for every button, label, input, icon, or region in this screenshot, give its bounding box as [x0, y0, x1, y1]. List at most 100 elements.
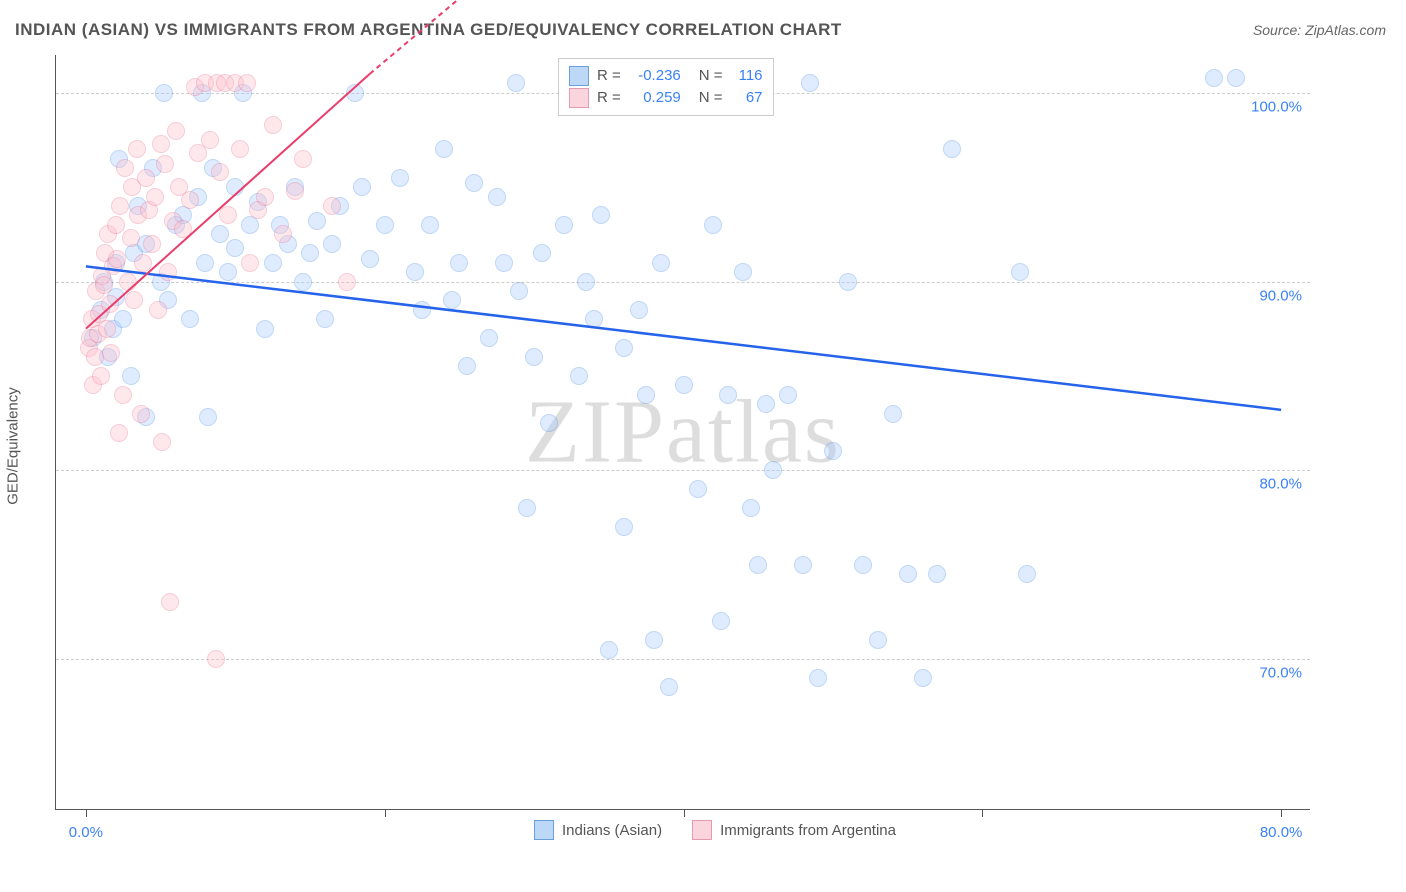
scatter-point	[689, 480, 707, 498]
scatter-point	[361, 250, 379, 268]
plot-region: ZIPatlas 70.0%80.0%90.0%100.0%0.0%80.0%R…	[55, 55, 1310, 810]
scatter-point	[413, 301, 431, 319]
scatter-point	[219, 206, 237, 224]
scatter-point	[435, 140, 453, 158]
scatter-point	[943, 140, 961, 158]
scatter-point	[116, 159, 134, 177]
scatter-point	[161, 593, 179, 611]
x-tick-label: 80.0%	[1260, 824, 1303, 841]
scatter-point	[149, 301, 167, 319]
scatter-point	[869, 631, 887, 649]
scatter-point	[211, 163, 229, 181]
scatter-point	[391, 169, 409, 187]
y-tick-label: 100.0%	[1251, 98, 1302, 115]
scatter-point	[174, 220, 192, 238]
y-tick-label: 70.0%	[1259, 665, 1302, 682]
scatter-point	[167, 122, 185, 140]
scatter-point	[108, 250, 126, 268]
scatter-point	[125, 291, 143, 309]
chart-title: INDIAN (ASIAN) VS IMMIGRANTS FROM ARGENT…	[15, 20, 842, 40]
scatter-point	[114, 386, 132, 404]
scatter-point	[660, 678, 678, 696]
scatter-point	[101, 295, 119, 313]
scatter-point	[146, 188, 164, 206]
bottom-legend: Indians (Asian) Immigrants from Argentina	[534, 820, 896, 840]
source-attribution: Source: ZipAtlas.com	[1253, 22, 1386, 38]
scatter-point	[794, 556, 812, 574]
scatter-point	[316, 310, 334, 328]
x-tick	[385, 809, 386, 817]
x-tick	[1281, 809, 1282, 817]
scatter-point	[301, 244, 319, 262]
x-tick	[86, 809, 87, 817]
scatter-point	[264, 254, 282, 272]
stats-row: R =-0.236N =116	[569, 65, 763, 87]
scatter-point	[899, 565, 917, 583]
scatter-point	[159, 263, 177, 281]
legend-label: Indians (Asian)	[562, 822, 662, 839]
scatter-point	[207, 650, 225, 668]
scatter-point	[480, 329, 498, 347]
scatter-point	[294, 150, 312, 168]
r-value: 0.259	[629, 87, 681, 109]
scatter-point	[226, 178, 244, 196]
y-tick-label: 80.0%	[1259, 476, 1302, 493]
scatter-point	[914, 669, 932, 687]
scatter-point	[734, 263, 752, 281]
scatter-point	[465, 174, 483, 192]
stats-legend: R =-0.236N =116R =0.259N =67	[558, 58, 774, 116]
scatter-point	[226, 239, 244, 257]
scatter-point	[114, 310, 132, 328]
scatter-point	[507, 74, 525, 92]
scatter-point	[119, 273, 137, 291]
scatter-point	[615, 339, 633, 357]
scatter-point	[652, 254, 670, 272]
chart-area: ZIPatlas 70.0%80.0%90.0%100.0%0.0%80.0%R…	[55, 55, 1375, 835]
scatter-point	[122, 367, 140, 385]
scatter-point	[510, 282, 528, 300]
scatter-point	[854, 556, 872, 574]
scatter-point	[231, 140, 249, 158]
scatter-point	[570, 367, 588, 385]
scatter-point	[928, 565, 946, 583]
scatter-point	[839, 273, 857, 291]
scatter-point	[211, 225, 229, 243]
scatter-point	[95, 276, 113, 294]
y-tick-label: 90.0%	[1259, 287, 1302, 304]
scatter-point	[884, 405, 902, 423]
scatter-point	[111, 197, 129, 215]
scatter-point	[764, 461, 782, 479]
scatter-point	[600, 641, 618, 659]
scatter-point	[518, 499, 536, 517]
scatter-point	[153, 433, 171, 451]
scatter-point	[577, 273, 595, 291]
scatter-point	[630, 301, 648, 319]
scatter-point	[585, 310, 603, 328]
scatter-point	[92, 367, 110, 385]
scatter-point	[256, 188, 274, 206]
scatter-point	[241, 254, 259, 272]
scatter-point	[155, 84, 173, 102]
scatter-point	[199, 408, 217, 426]
x-tick-label: 0.0%	[69, 824, 103, 841]
scatter-point	[801, 74, 819, 92]
scatter-point	[256, 320, 274, 338]
x-tick	[982, 809, 983, 817]
legend-swatch	[534, 820, 554, 840]
stats-row: R =0.259N =67	[569, 87, 763, 109]
scatter-point	[110, 424, 128, 442]
scatter-point	[156, 155, 174, 173]
scatter-point	[1205, 69, 1223, 87]
r-label: R =	[597, 65, 621, 87]
scatter-point	[323, 197, 341, 215]
scatter-point	[196, 254, 214, 272]
scatter-point	[757, 395, 775, 413]
scatter-point	[122, 229, 140, 247]
legend-item: Immigrants from Argentina	[692, 820, 896, 840]
scatter-point	[421, 216, 439, 234]
scatter-point	[719, 386, 737, 404]
scatter-point	[406, 263, 424, 281]
n-value: 67	[731, 87, 763, 109]
scatter-point	[525, 348, 543, 366]
scatter-point	[675, 376, 693, 394]
